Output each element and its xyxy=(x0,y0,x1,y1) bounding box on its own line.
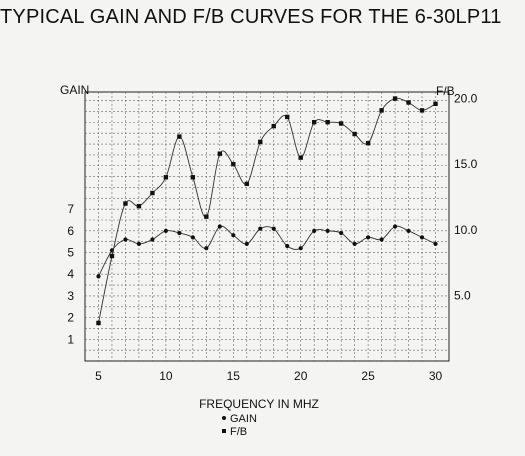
data-point-gain xyxy=(379,237,384,242)
data-point-f-b xyxy=(271,123,276,129)
data-point-f-b xyxy=(285,114,290,120)
data-point-f-b xyxy=(217,151,223,156)
data-point-f-b xyxy=(433,101,438,107)
data-point-gain xyxy=(312,228,317,233)
y-left-tick-label: 5 xyxy=(67,246,74,260)
series-line-f-b xyxy=(98,97,436,323)
data-point-f-b xyxy=(190,175,196,180)
y-left-tick-label: 2 xyxy=(67,311,74,325)
data-point-gain xyxy=(217,224,222,229)
data-point-gain xyxy=(123,237,128,242)
data-point-gain xyxy=(231,233,236,238)
data-point-f-b xyxy=(244,181,249,187)
legend-marker-dot xyxy=(222,416,226,420)
y-left-tick-label: 1 xyxy=(67,332,74,346)
y-right-tick-label: 5.0 xyxy=(454,288,471,302)
y-left-tick-label: 3 xyxy=(67,289,74,303)
data-point-gain xyxy=(366,235,371,240)
data-point-f-b xyxy=(419,108,425,113)
y-left-tick-label: 7 xyxy=(67,202,74,216)
x-tick-label: 5 xyxy=(95,369,102,383)
data-point-f-b xyxy=(325,119,330,125)
y-right-tick-label: 15.0 xyxy=(454,157,478,171)
data-point-gain xyxy=(352,241,357,246)
data-point-gain xyxy=(136,241,142,246)
x-tick-label: 15 xyxy=(227,369,241,383)
data-point-gain xyxy=(204,246,209,251)
x-tick-label: 25 xyxy=(361,369,375,383)
data-point-gain xyxy=(96,274,101,279)
data-point-gain xyxy=(258,226,263,231)
data-point-f-b xyxy=(123,201,128,206)
data-point-gain xyxy=(406,228,411,233)
data-point-gain xyxy=(419,235,425,240)
data-point-f-b xyxy=(338,121,344,126)
legend-label: GAIN xyxy=(230,413,257,425)
data-point-gain xyxy=(163,228,168,233)
data-point-f-b xyxy=(163,175,169,180)
series-line-gain xyxy=(98,225,436,277)
x-tick-label: 10 xyxy=(159,369,173,383)
x-tick-label: 30 xyxy=(429,369,443,383)
data-point-f-b xyxy=(96,320,101,326)
data-point-gain xyxy=(298,246,303,251)
data-point-f-b xyxy=(406,100,411,105)
data-point-gain xyxy=(271,226,276,231)
data-point-gain xyxy=(177,230,182,236)
data-point-f-b xyxy=(352,131,357,137)
chart-title: TYPICAL GAIN AND F/B CURVES FOR THE 6-30… xyxy=(0,6,502,28)
data-point-gain xyxy=(392,224,398,229)
y-left-axis-label: GAIN xyxy=(60,83,89,97)
data-point-gain xyxy=(150,237,155,242)
data-point-f-b xyxy=(109,253,115,259)
grid xyxy=(85,92,449,361)
data-point-gain xyxy=(339,230,344,236)
data-point-f-b xyxy=(177,134,182,139)
data-point-f-b xyxy=(150,190,155,196)
data-point-f-b xyxy=(311,119,317,125)
data-point-gain xyxy=(325,228,330,233)
y-right-tick-label: 20.0 xyxy=(454,92,478,106)
y-right-axis-label: F/B xyxy=(436,84,455,98)
data-point-f-b xyxy=(204,214,209,219)
x-tick-label: 20 xyxy=(294,369,308,383)
x-axis-label: FREQUENCY IN MHZ xyxy=(199,397,319,411)
data-point-gain xyxy=(244,241,249,246)
data-point-f-b xyxy=(231,161,236,167)
legend-marker-square xyxy=(222,429,226,433)
plot-frame xyxy=(84,91,450,362)
data-point-f-b xyxy=(298,155,303,160)
data-point-gain xyxy=(285,243,290,249)
data-point-f-b xyxy=(136,203,142,209)
data-point-f-b xyxy=(365,140,371,146)
data-point-gain xyxy=(433,241,438,246)
y-left-tick-label: 4 xyxy=(67,267,74,281)
y-right-tick-label: 10.0 xyxy=(454,223,478,237)
y-left-tick-label: 6 xyxy=(67,224,74,238)
data-point-f-b xyxy=(258,139,263,145)
data-point-f-b xyxy=(392,96,398,101)
legend-label: F/B xyxy=(230,426,247,438)
data-point-gain xyxy=(190,235,195,240)
data-point-f-b xyxy=(379,108,384,113)
